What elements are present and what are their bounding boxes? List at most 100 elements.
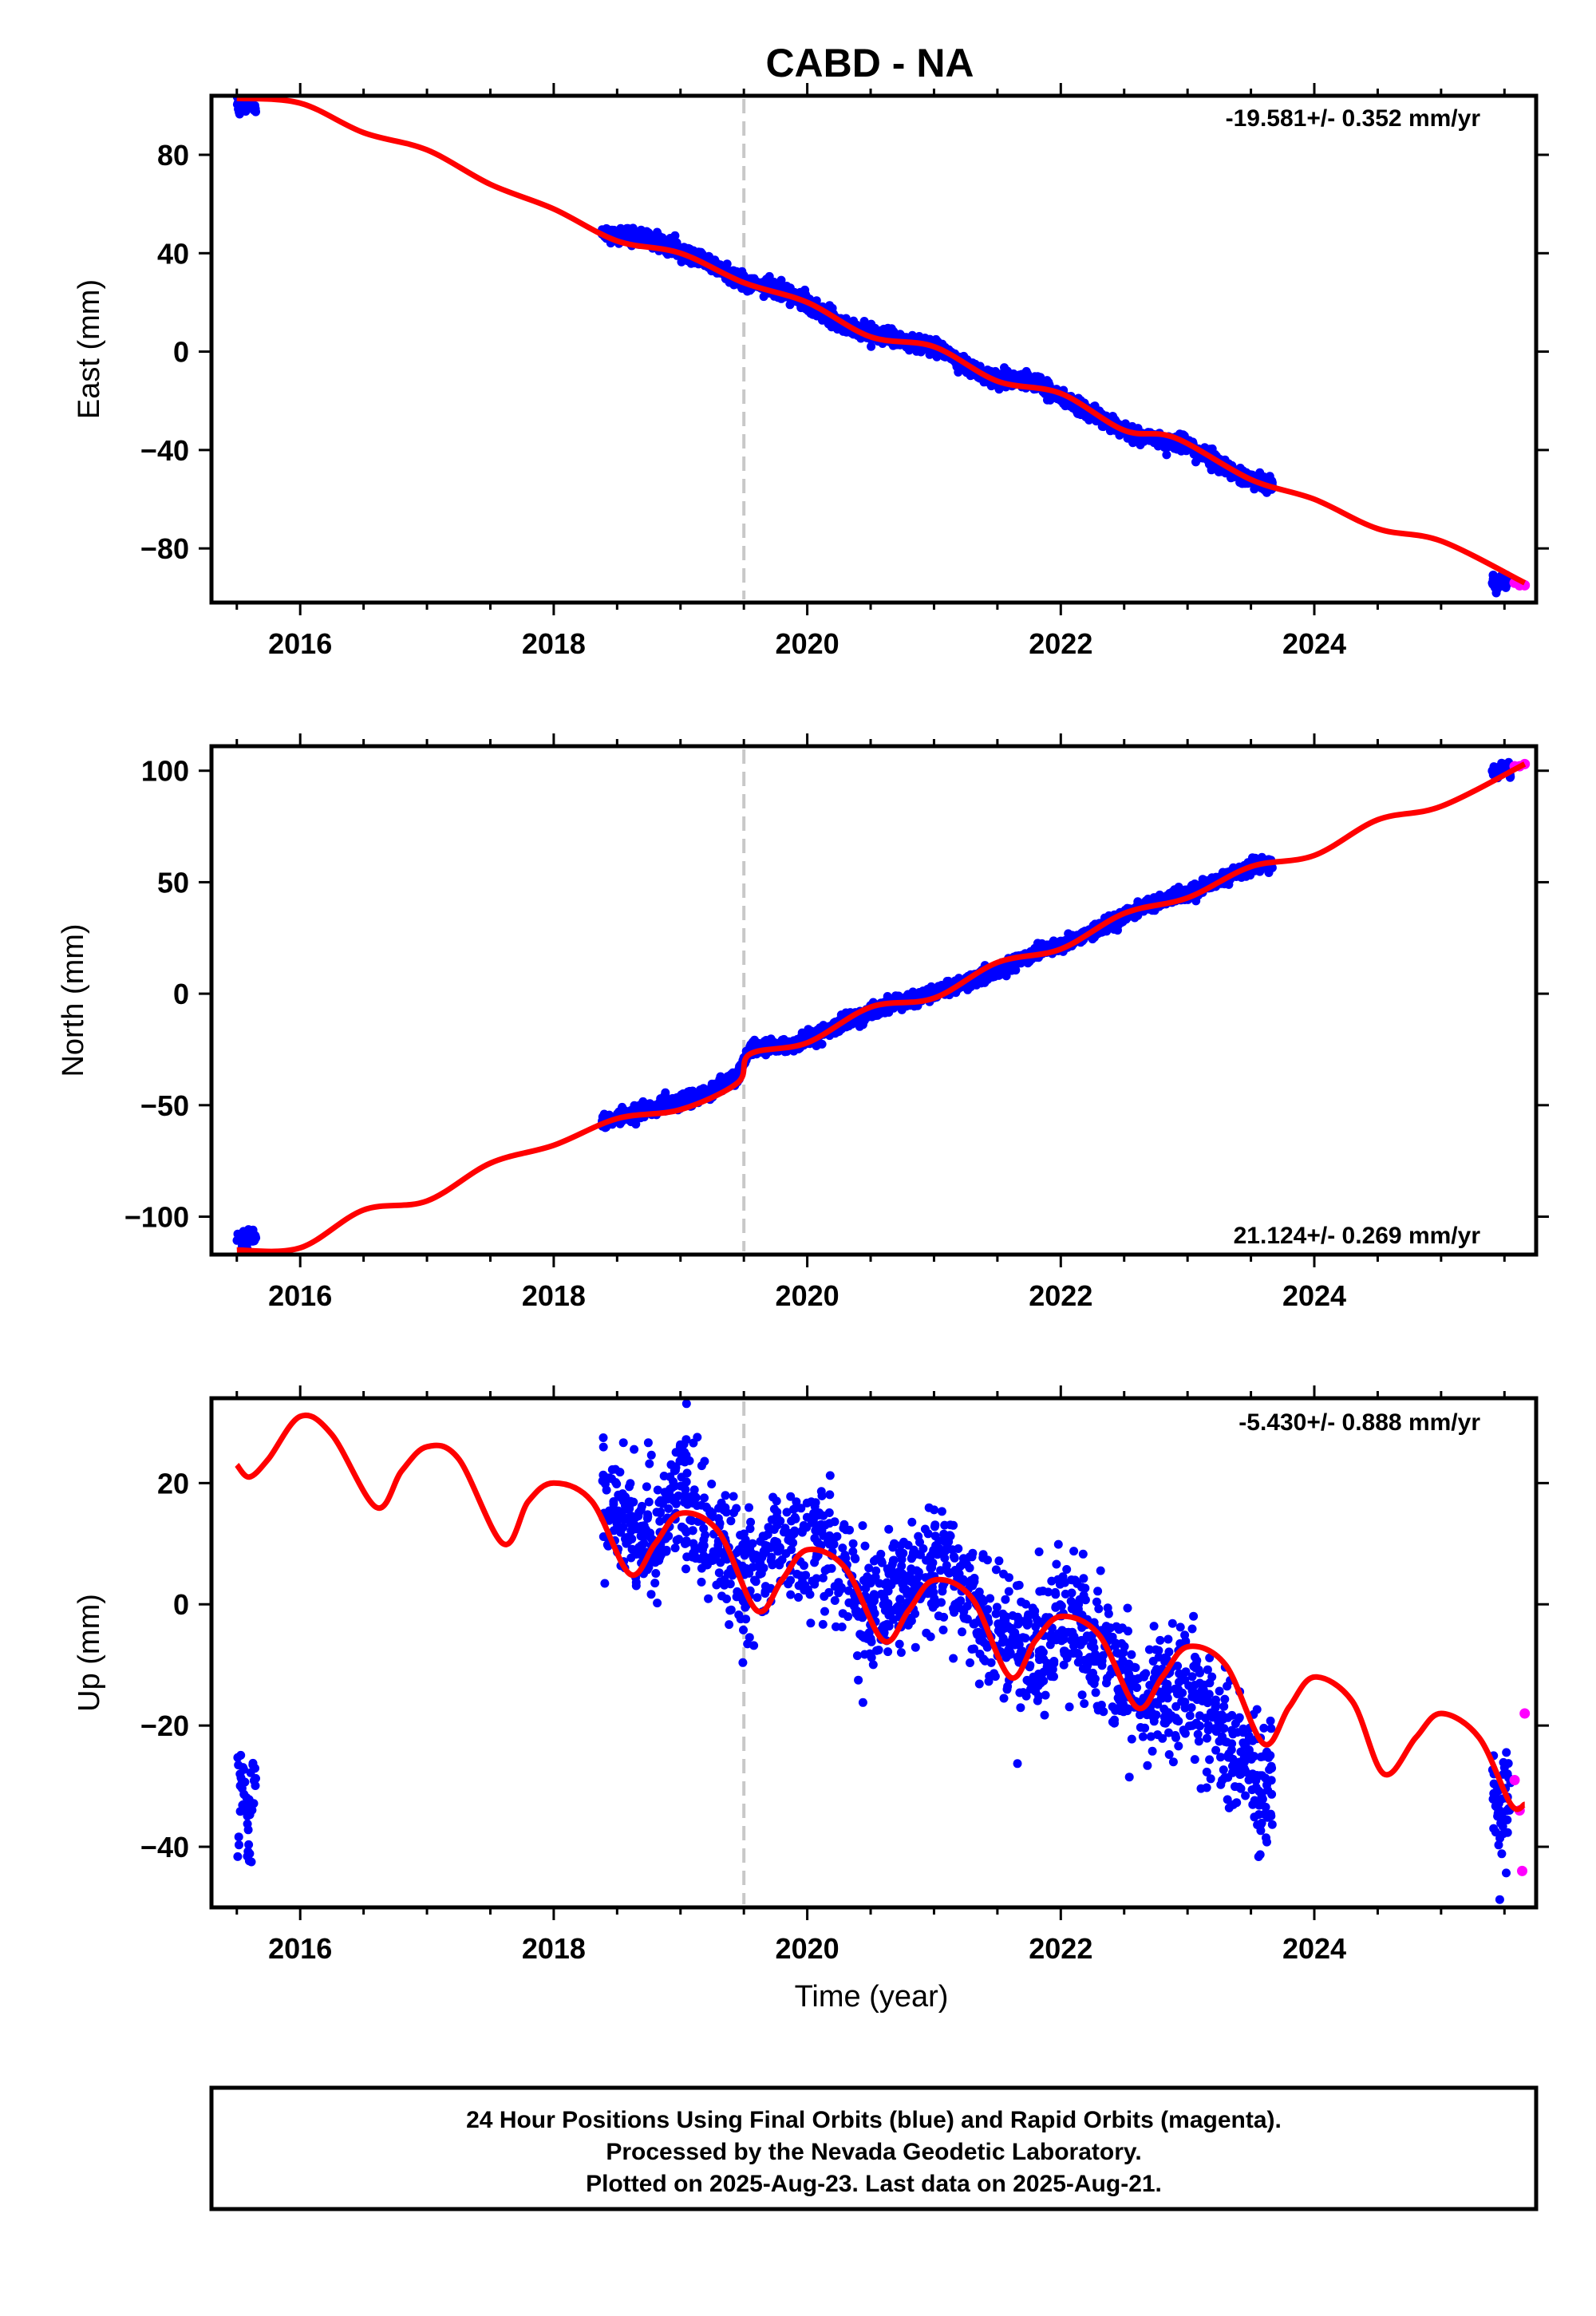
final-point [1041,1690,1050,1700]
final-point [843,1612,853,1622]
final-point [675,1092,685,1101]
final-point [1202,1783,1211,1792]
final-point [631,1581,641,1591]
y-tick-label: −50 [140,1089,189,1122]
final-point [864,1563,874,1573]
final-point [251,1764,259,1773]
final-point [646,1590,656,1599]
y-tick-label: 100 [141,755,189,788]
final-point [1202,1767,1211,1777]
final-point [244,1856,254,1866]
final-point [1045,395,1055,405]
final-point [1205,1653,1215,1662]
final-point [1092,1597,1101,1607]
x-tick-label: 2022 [1029,627,1092,660]
final-point [1159,437,1168,447]
final-point [1051,1590,1061,1599]
final-point [1065,1702,1074,1712]
final-point [1000,363,1009,373]
final-point [1167,441,1177,451]
final-point [812,1041,821,1050]
final-point [954,1544,963,1553]
final-point [1078,1549,1088,1559]
final-point [1165,888,1175,898]
final-point [677,257,686,267]
model-curve [236,761,1527,1255]
final-point [243,1811,252,1820]
final-point [234,1832,243,1842]
final-point [1216,1753,1225,1762]
final-point [1091,1688,1100,1697]
final-point [609,1497,618,1506]
final-point [980,978,990,987]
final-point [937,983,946,993]
final-point [949,1520,958,1530]
final-point [911,1642,920,1652]
final-point [1162,450,1171,460]
final-point [1026,374,1036,384]
x-tick-label: 2018 [522,627,586,660]
final-point [937,1598,946,1607]
final-point [235,1807,245,1816]
model-curve [236,96,1527,586]
final-point [630,1445,639,1454]
y-tick-label: −40 [140,434,189,467]
final-orbit-points [233,1399,1515,1904]
final-point [871,1566,881,1575]
final-point [1167,1618,1177,1628]
final-point [1204,460,1214,469]
final-point [867,342,876,351]
final-point [994,965,1003,974]
x-tick-label: 2024 [1282,1279,1346,1312]
final-point [1205,1755,1215,1765]
final-point [714,1568,724,1578]
final-point [1138,1732,1148,1741]
final-point [1022,957,1032,966]
final-orbit-points [232,96,1515,598]
final-point [868,1660,878,1670]
final-point [990,972,999,982]
final-point [1120,419,1130,429]
final-point [721,1491,730,1500]
final-point [1250,484,1259,494]
final-point [1211,1745,1221,1755]
final-point [938,1582,947,1591]
final-point [235,1234,244,1243]
final-point [694,247,703,257]
final-point [1190,879,1199,888]
final-point [600,1579,610,1588]
y-tick-label: 50 [157,866,189,899]
final-point [830,1517,839,1527]
final-point [832,1622,840,1631]
final-point [1127,1650,1136,1659]
final-point [962,1614,972,1624]
final-point [1163,1694,1172,1703]
final-point [661,1088,670,1097]
final-point [235,1781,245,1791]
final-point [1262,488,1271,497]
final-point [707,1480,717,1488]
final-point [685,1516,695,1525]
final-point [824,1508,834,1517]
final-point [697,1577,706,1587]
final-point [818,1573,828,1583]
final-point [820,1607,829,1616]
x-tick-label: 2024 [1282,627,1346,660]
final-point [250,1776,259,1785]
final-point [682,1552,692,1562]
y-tick-label: 80 [157,139,189,172]
final-point [599,1109,609,1119]
x-tick-label: 2020 [776,627,839,660]
final-point [1052,1559,1061,1569]
final-point [858,1697,867,1707]
final-point [1001,971,1011,981]
final-point [1206,1774,1215,1784]
final-point [234,1761,243,1770]
final-point [654,235,663,245]
plot-frame [209,744,1539,1257]
final-point [615,1119,625,1128]
final-point [994,385,1004,394]
